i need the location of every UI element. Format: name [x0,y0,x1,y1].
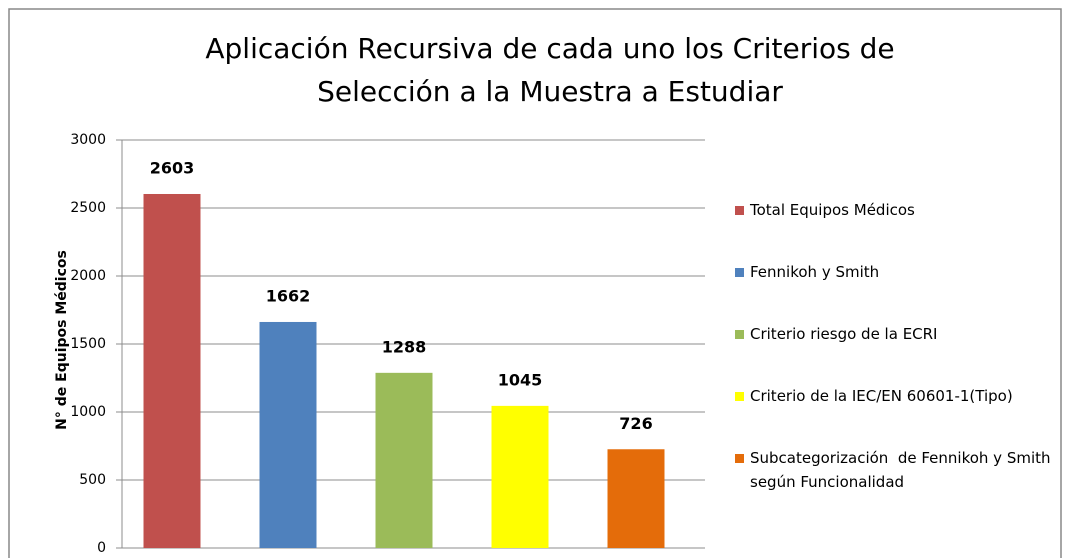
y-tick-label: 500 [79,472,106,488]
data-label: 1288 [382,337,427,356]
legend-label: Fennikoh y Smith [750,263,880,281]
y-axis-label: N° de Equipos Médicos [54,250,70,430]
bar [491,405,549,548]
y-tick-label: 1000 [70,404,106,420]
bar [607,449,665,548]
legend-swatch [735,392,744,401]
y-tick-label: 1500 [70,336,106,352]
legend-label: Criterio de la IEC/EN 60601-1(Tipo) [750,387,1013,405]
chart-title: Aplicación Recursiva de cada uno los Cri… [205,32,894,108]
legend-item: Criterio de la IEC/EN 60601-1(Tipo) [735,384,1071,408]
y-tick-label: 0 [97,540,106,556]
bar [143,193,201,548]
legend-label: Criterio riesgo de la ECRI [750,325,938,343]
legend-item: Criterio riesgo de la ECRI [735,322,1071,346]
legend-swatch [735,268,744,277]
data-label: 726 [619,414,652,433]
legend-label: Total Equipos Médicos [750,201,915,219]
legend-item: Subcategorización de Fennikoh y Smith se… [735,446,1071,494]
data-label: 1045 [498,370,543,389]
y-tick-label: 2500 [70,200,106,216]
chart-border [8,8,1062,558]
legend-label: Subcategorización de Fennikoh y Smith se… [750,449,1056,491]
bar [259,321,317,548]
legend-item: Fennikoh y Smith [735,260,1071,284]
bar [375,372,433,548]
data-label: 1662 [266,286,311,305]
y-tick-label: 2000 [70,268,106,284]
y-tick-label: 3000 [70,132,106,148]
data-label: 2603 [150,158,195,177]
legend-swatch [735,206,744,215]
legend-swatch [735,454,744,463]
legend-swatch [735,330,744,339]
legend-item: Total Equipos Médicos [735,198,1071,222]
